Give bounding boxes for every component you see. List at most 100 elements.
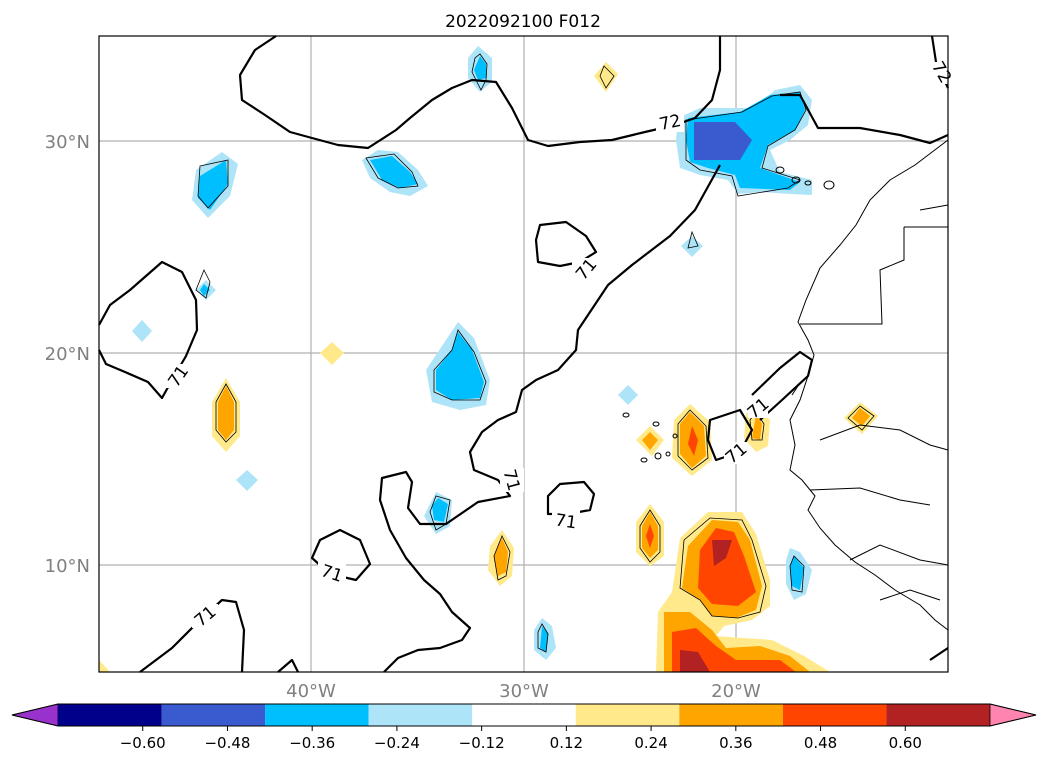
outline-warm-7 xyxy=(677,409,709,471)
lon-label: 20°W xyxy=(711,681,761,702)
contour-northeast xyxy=(780,93,949,145)
contour-sw xyxy=(139,598,246,673)
colorbar-tick-label: −0.24 xyxy=(374,734,420,752)
outline-warm-5 xyxy=(639,509,661,563)
fill-warm-2 xyxy=(320,342,344,365)
outline-blob-5 xyxy=(789,555,805,593)
outline-warm-south xyxy=(679,517,767,619)
fill-blob-6-core xyxy=(432,498,448,522)
fill-warm-3-core xyxy=(218,386,234,440)
anomaly-outlines xyxy=(195,53,875,653)
island-7 xyxy=(654,452,662,460)
outline-blob-6 xyxy=(429,495,451,531)
figure-title: 2022092100 F012 xyxy=(445,12,601,32)
colorbar-bin xyxy=(161,704,266,726)
contour-label: 72 xyxy=(658,111,683,135)
border-5 xyxy=(809,487,931,506)
fill-warm-sw-dark xyxy=(680,650,710,672)
fill-warm-5-inner xyxy=(646,524,654,548)
map-panel: 72 71 71 71 71 71 71 71 71 72 xyxy=(98,35,955,673)
label-halo-5 xyxy=(552,510,580,532)
outline-diamond-2 xyxy=(195,269,211,299)
colorbar-tick-label: 0.36 xyxy=(719,734,752,752)
fill-blob-4-core xyxy=(436,332,484,400)
outline-warm-9 xyxy=(847,405,875,431)
colorbar-bin xyxy=(575,704,680,726)
colorbar-outline xyxy=(11,703,1037,727)
label-halo-9 xyxy=(748,398,768,418)
colorbar: −0.60 −0.48 −0.36 −0.24 −0.12 0.12 0.24 0.36 0.4… xyxy=(11,703,1037,752)
lat-label: 20°N xyxy=(45,344,90,365)
label-halo-4 xyxy=(500,468,524,492)
lat-label: 10°N xyxy=(45,556,90,577)
fill-warm-9-core xyxy=(852,408,870,426)
fill-blob-7-core xyxy=(540,626,548,652)
contour-closed-2 xyxy=(546,480,596,516)
fill-ne-dark-blue xyxy=(694,122,752,160)
fill-warm-corner xyxy=(99,660,110,672)
colorbar-tick-label: −0.36 xyxy=(289,734,335,752)
label-halo-1 xyxy=(656,112,684,132)
outline-warm-8 xyxy=(749,411,765,441)
coastlines xyxy=(622,139,949,631)
lat-axis: 30°N 20°N 10°N xyxy=(45,132,90,577)
colorbar-bin xyxy=(679,704,783,726)
island-1 xyxy=(775,166,785,174)
fill-blob-3-core xyxy=(198,160,228,210)
outline-warm-3 xyxy=(215,383,237,443)
anomaly-fills xyxy=(99,46,878,672)
border-4 xyxy=(819,424,949,451)
colorbar-bin xyxy=(265,704,369,726)
border-3 xyxy=(919,204,949,211)
africa-coast xyxy=(789,139,949,631)
label-halo-6 xyxy=(318,562,346,584)
fill-warm-8-core xyxy=(752,414,762,440)
colorbar-bin xyxy=(58,704,162,726)
colorbar-under-extension xyxy=(11,703,59,727)
outline-diamond-5 xyxy=(687,230,699,249)
colorbar-tick-label: 0.60 xyxy=(889,734,922,752)
outline-warm-1 xyxy=(599,65,615,89)
fill-warm-4-core xyxy=(494,538,508,576)
fill-warm-7-inner xyxy=(688,426,698,456)
contour-se xyxy=(929,647,949,661)
outline-blob-2 xyxy=(365,153,419,189)
lon-label: 30°W xyxy=(499,681,549,702)
island-3 xyxy=(823,180,835,190)
colorbar-tick-label: 0.12 xyxy=(550,734,583,752)
colorbar-bin xyxy=(368,704,473,726)
fill-diamond-4 xyxy=(618,385,638,405)
colorbar-bin xyxy=(782,704,887,726)
border-7 xyxy=(879,589,941,601)
island-10 xyxy=(652,421,660,427)
colorbar-tick-label: −0.12 xyxy=(459,734,505,752)
colorbar-tick-label: 0.24 xyxy=(634,734,667,752)
island-6 xyxy=(640,457,648,463)
label-halo-10 xyxy=(934,62,948,84)
contour-label: 71 xyxy=(554,511,578,534)
outline-blob-4 xyxy=(433,329,487,401)
colorbar-bin xyxy=(472,704,576,726)
colorbar-tick-label: −0.48 xyxy=(204,734,250,752)
lon-label: 40°W xyxy=(286,681,336,702)
label-halo-3 xyxy=(166,364,190,388)
border-2 xyxy=(800,227,905,325)
label-halo-2 xyxy=(572,258,596,280)
fill-blob-5-core xyxy=(790,556,804,590)
fill-diamond-3 xyxy=(236,470,258,491)
fill-diamond-1 xyxy=(132,320,152,342)
fill-diamond-2-core xyxy=(200,284,210,296)
label-halo-7 xyxy=(192,604,218,628)
island-4 xyxy=(804,180,812,186)
island-8 xyxy=(665,451,671,457)
label-halo-8 xyxy=(724,442,748,464)
contour-east xyxy=(751,350,814,421)
fill-blob-1-core xyxy=(474,56,486,80)
contour-sw-small xyxy=(277,658,299,673)
colorbar-tick-label: 0.48 xyxy=(804,734,837,752)
outline-blob-1 xyxy=(471,53,488,91)
fill-warm-1 xyxy=(594,62,618,92)
colorbar-tick-label: −0.60 xyxy=(120,734,166,752)
fill-diamond-5 xyxy=(681,236,703,257)
